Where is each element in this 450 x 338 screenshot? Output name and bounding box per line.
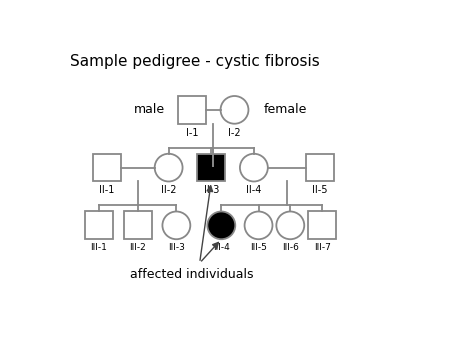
Text: III-5: III-5 bbox=[250, 243, 267, 252]
Circle shape bbox=[240, 154, 268, 182]
Bar bbox=[197, 154, 225, 182]
Text: III-4: III-4 bbox=[213, 243, 230, 252]
Text: II-2: II-2 bbox=[161, 185, 176, 195]
Bar bbox=[308, 212, 336, 239]
Text: III-3: III-3 bbox=[168, 243, 185, 252]
Text: Sample pedigree - cystic fibrosis: Sample pedigree - cystic fibrosis bbox=[70, 54, 320, 69]
Text: female: female bbox=[264, 103, 307, 116]
Bar bbox=[178, 96, 206, 124]
Circle shape bbox=[276, 212, 304, 239]
Text: I-1: I-1 bbox=[185, 127, 198, 138]
Bar bbox=[85, 212, 113, 239]
Bar bbox=[93, 154, 121, 182]
Text: II-1: II-1 bbox=[99, 185, 114, 195]
Text: male: male bbox=[134, 103, 165, 116]
Text: III-1: III-1 bbox=[90, 243, 107, 252]
Circle shape bbox=[245, 212, 272, 239]
Bar bbox=[124, 212, 152, 239]
Circle shape bbox=[162, 212, 190, 239]
Text: III-7: III-7 bbox=[314, 243, 330, 252]
Text: II-5: II-5 bbox=[312, 185, 328, 195]
Text: affected individuals: affected individuals bbox=[130, 268, 254, 281]
Text: I-2: I-2 bbox=[228, 127, 241, 138]
Text: III-2: III-2 bbox=[129, 243, 146, 252]
Circle shape bbox=[155, 154, 183, 182]
Circle shape bbox=[220, 96, 248, 124]
Text: II-4: II-4 bbox=[246, 185, 261, 195]
Circle shape bbox=[207, 212, 235, 239]
Text: II-3: II-3 bbox=[203, 185, 219, 195]
Bar bbox=[306, 154, 334, 182]
Text: III-6: III-6 bbox=[282, 243, 299, 252]
